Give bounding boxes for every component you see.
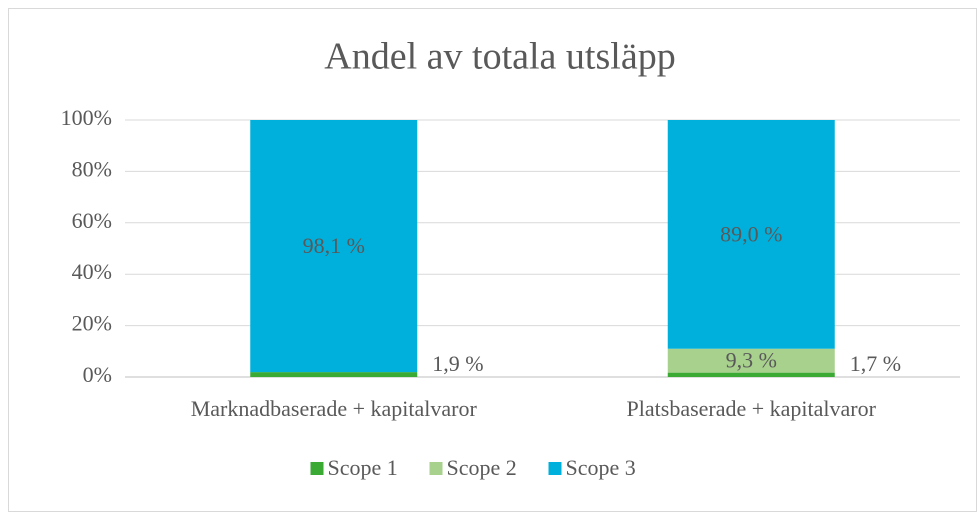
- y-tick-label: 100%: [61, 105, 112, 130]
- y-tick-label: 20%: [72, 311, 112, 336]
- bar-segment: [667, 372, 835, 377]
- chart-title: Andel av totala utsläpp: [324, 36, 675, 78]
- bar-segment: [667, 120, 835, 349]
- legend-swatch: [429, 462, 443, 475]
- legend-label: Scope 3: [566, 455, 636, 480]
- data-label: 1,9 %: [432, 351, 483, 376]
- y-tick-label: 0%: [83, 362, 112, 387]
- legend-swatch: [310, 462, 324, 475]
- y-tick-label: 40%: [72, 259, 112, 284]
- bar-segment: [250, 372, 418, 377]
- legend-label: Scope 2: [447, 455, 517, 480]
- legend-label: Scope 1: [328, 455, 398, 480]
- data-label: 1,7 %: [850, 351, 901, 376]
- y-tick-label: 60%: [72, 208, 112, 233]
- x-tick-label: Marknadbaserade + kapitalvaror: [191, 396, 478, 421]
- y-tick-label: 80%: [72, 156, 112, 181]
- data-label: 98,1 %: [303, 233, 365, 258]
- x-tick-label: Platsbaserade + kapitalvaror: [627, 396, 877, 421]
- legend-swatch: [548, 462, 562, 475]
- data-label: 89,0 %: [720, 221, 782, 246]
- data-label: 9,3 %: [726, 348, 777, 373]
- bar-segment: [250, 120, 418, 373]
- bar-segment: [667, 348, 835, 373]
